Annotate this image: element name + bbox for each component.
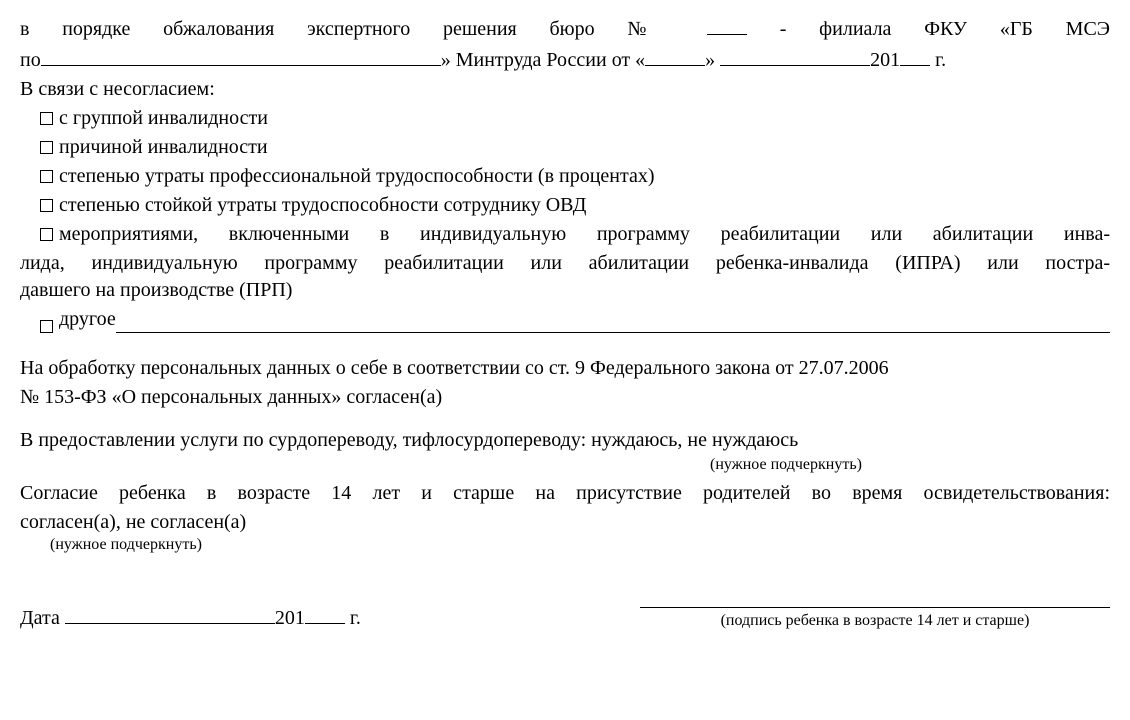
blank-other[interactable] <box>116 312 1110 333</box>
blank-day[interactable] <box>645 45 705 66</box>
text-year-prefix: 201 <box>870 49 900 71</box>
checkbox-row-4: степенью стойкой утраты трудоспособности… <box>40 192 1110 219</box>
signature-block: (подпись ребенка в возрасте 14 лет и ста… <box>640 587 1110 632</box>
disagree-intro: В связи с несогласием: <box>20 76 1110 103</box>
date-label: Дата <box>20 607 65 629</box>
consent-line-1: На обработку персональных данных о себе … <box>20 355 1110 382</box>
blank-year[interactable] <box>900 45 930 66</box>
checkbox-other[interactable] <box>40 320 53 333</box>
text-pre-region: по <box>20 49 41 71</box>
label-ipra-l2: лида, индивидуальную программу реабилита… <box>20 250 1110 277</box>
text-post-day: » <box>705 49 720 71</box>
label-other: другое <box>59 306 116 333</box>
label-ovd: степенью стойкой утраты трудоспособности… <box>59 194 586 216</box>
checkbox-row-2: причиной инвалидности <box>40 134 1110 161</box>
label-cause-disability: причиной инвалидности <box>59 136 268 158</box>
date-year-suffix: г. <box>345 607 361 629</box>
signature-row: Дата 201 г. (подпись ребенка в возрасте … <box>20 587 1110 632</box>
child-consent-line-2: согласен(а), не согласен(а) <box>20 509 1110 536</box>
checkbox-cause-disability[interactable] <box>40 141 53 154</box>
checkbox-row-3: степенью утраты профессиональной трудосп… <box>40 163 1110 190</box>
checkbox-row-5-line-1: мероприятиями, включенными в индивидуаль… <box>40 221 1110 248</box>
label-work-capacity-percent: степенью утраты профессиональной трудосп… <box>59 165 655 187</box>
text-year-suffix: г. <box>930 49 946 71</box>
blank-region[interactable] <box>41 45 441 66</box>
checkbox-group-disability[interactable] <box>40 112 53 125</box>
signature-hint: (подпись ребенка в возрасте 14 лет и ста… <box>640 610 1110 632</box>
checkbox-row-1: с группой инвалидности <box>40 105 1110 132</box>
appeal-line-2: по » Минтруда России от « » 201 г. <box>20 45 1110 74</box>
child-consent-hint: (нужное подчеркнуть) <box>50 534 1110 556</box>
blank-date[interactable] <box>65 603 275 624</box>
label-ipra-l1: мероприятиями, включенными в индивидуаль… <box>59 223 1110 245</box>
surdo-hint: (нужное подчеркнуть) <box>20 454 1110 476</box>
text-pre-bureau: в порядке обжалования экспертного решени… <box>20 18 707 40</box>
checkbox-ipra[interactable] <box>40 228 53 241</box>
checkbox-work-capacity-percent[interactable] <box>40 170 53 183</box>
label-group-disability: с группой инвалидности <box>59 107 268 129</box>
text-post-bureau: - филиала ФКУ «ГБ МСЭ <box>747 18 1110 40</box>
date-year-prefix: 201 <box>275 607 305 629</box>
surdo-line: В предоставлении услуги по сурдопереводу… <box>20 427 1110 454</box>
consent-line-2: № 153-ФЗ «О персональных данных» согласе… <box>20 384 1110 411</box>
blank-month[interactable] <box>720 45 870 66</box>
text-post-region: » Минтруда России от « <box>441 49 645 71</box>
blank-date-year[interactable] <box>305 603 345 624</box>
checkbox-row-6: другое <box>40 306 1110 333</box>
label-ipra-l3: давшего на производстве (ПРП) <box>20 277 1110 304</box>
blank-bureau-number[interactable] <box>707 14 747 35</box>
checkbox-ovd[interactable] <box>40 199 53 212</box>
appeal-line-1: в порядке обжалования экспертного решени… <box>20 14 1110 43</box>
signature-line[interactable] <box>640 587 1110 608</box>
date-block: Дата 201 г. <box>20 603 361 632</box>
child-consent-line-1: Согласие ребенка в возрасте 14 лет и ста… <box>20 480 1110 507</box>
